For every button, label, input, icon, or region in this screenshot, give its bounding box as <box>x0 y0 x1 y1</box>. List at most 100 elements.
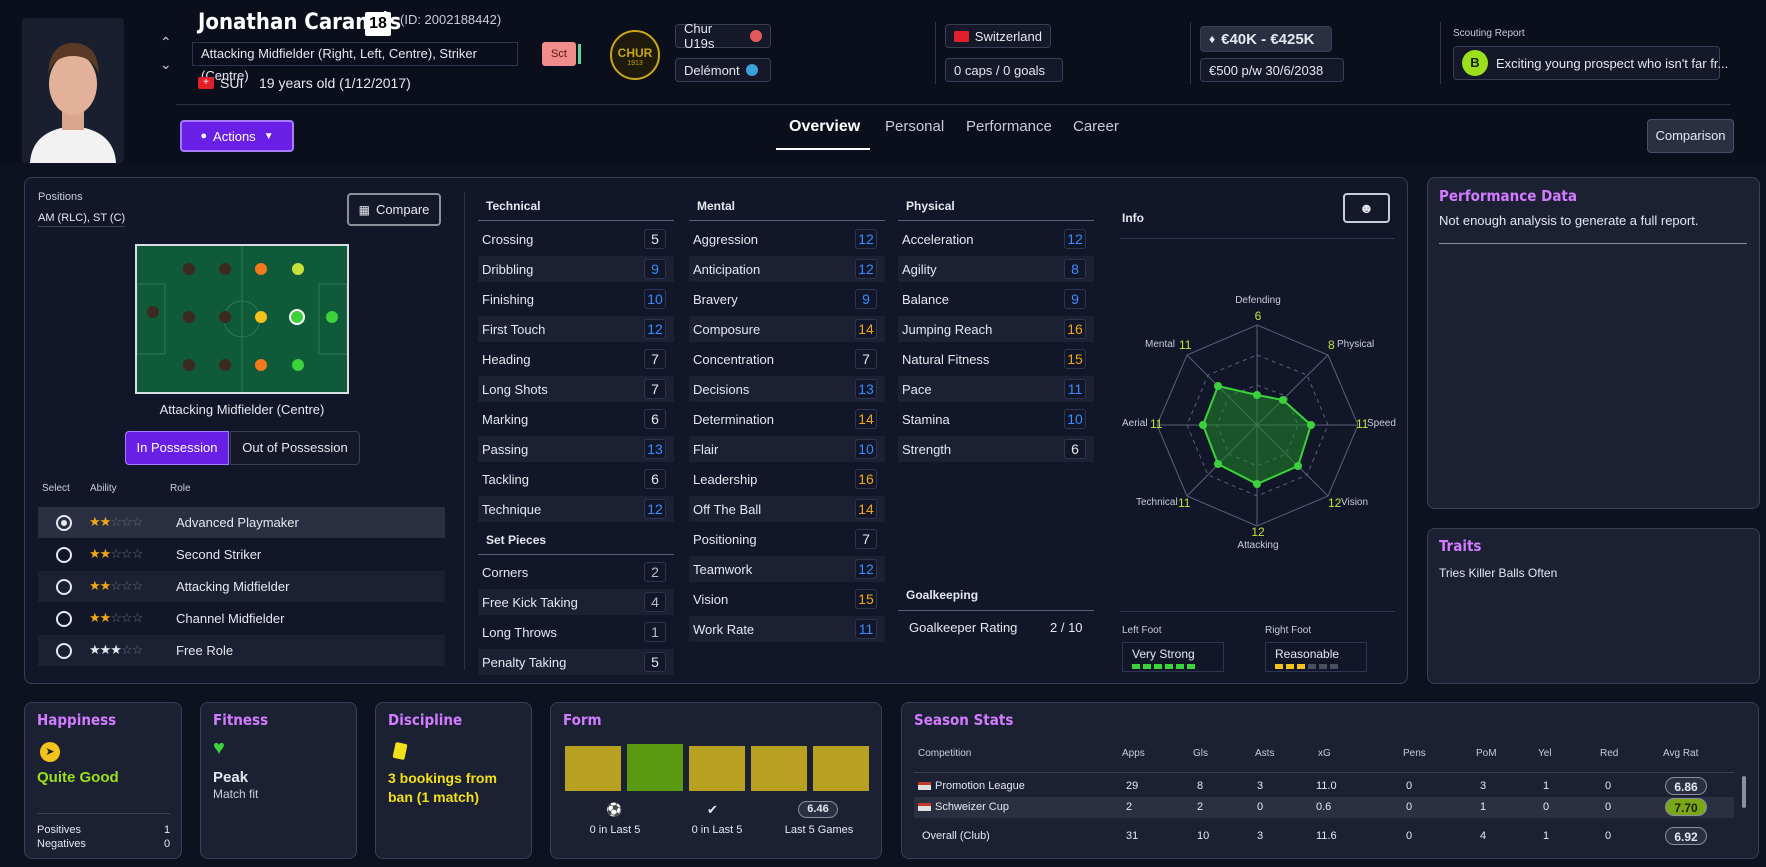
mental-attr-value: 7 <box>855 349 877 369</box>
out-possession-tab[interactable]: Out of Possession <box>230 431 360 465</box>
table-row[interactable] <box>914 797 1734 818</box>
technical-attr-row[interactable]: Marking 6 <box>478 406 674 432</box>
left-foot-label: Left Foot <box>1122 625 1162 636</box>
mental-attr-row[interactable]: Anticipation 12 <box>689 256 885 282</box>
technical-attr-row[interactable]: Tackling 6 <box>478 466 674 492</box>
tab-overview[interactable]: Overview <box>789 118 861 135</box>
role-radio[interactable] <box>56 579 72 595</box>
player-profile-button[interactable]: ☻ <box>1343 193 1390 223</box>
technical-attr-row[interactable]: Passing 13 <box>478 436 674 462</box>
setpiece-attr-row[interactable]: Penalty Taking 5 <box>478 649 674 675</box>
mental-attr-row[interactable]: Decisions 13 <box>689 376 885 402</box>
technical-attr-row[interactable]: Long Shots 7 <box>478 376 674 402</box>
value-box[interactable]: ♦ €40K - €425K <box>1200 26 1332 52</box>
role-row[interactable] <box>38 571 445 602</box>
mental-attr-row[interactable]: Teamwork 12 <box>689 556 885 582</box>
setpiece-attr-row[interactable]: Long Throws 1 <box>478 619 674 645</box>
mental-attr-row[interactable]: Aggression 12 <box>689 226 885 252</box>
physical-attr-label: Strength <box>902 441 952 457</box>
mental-title: Mental <box>697 199 736 213</box>
header-divider-2 <box>1190 22 1191 84</box>
compare-button[interactable]: ▦ Compare <box>347 193 441 226</box>
physical-attr-row[interactable]: Acceleration 12 <box>898 226 1094 252</box>
physical-attr-row[interactable]: Jumping Reach 16 <box>898 316 1094 342</box>
physical-attr-row[interactable]: Pace 11 <box>898 376 1094 402</box>
physical-attr-row[interactable]: Agility 8 <box>898 256 1094 282</box>
physical-attr-row[interactable]: Natural Fitness 15 <box>898 346 1094 372</box>
ss-header-line <box>914 772 1734 773</box>
table-cell: 0 <box>1543 801 1550 813</box>
positions-value: AM (RLC), ST (C) <box>38 212 126 227</box>
mental-attr-value: 9 <box>855 289 877 309</box>
nationality: SUI <box>220 75 244 91</box>
technical-attr-row[interactable]: First Touch 12 <box>478 316 674 342</box>
table-cell: 10 <box>1197 830 1210 842</box>
radar-value-speed: 11 <box>1356 417 1369 431</box>
scouting-report[interactable]: B Exciting young prospect who isn't far … <box>1453 46 1728 80</box>
comparison-button[interactable]: Comparison <box>1647 119 1734 153</box>
table-cell: 11.6 <box>1316 830 1337 842</box>
technical-attr-row[interactable]: Technique 12 <box>478 496 674 522</box>
form-goals: 0 in Last 5 <box>589 824 641 836</box>
role-row[interactable] <box>38 507 445 538</box>
mental-attr-row[interactable]: Concentration 7 <box>689 346 885 372</box>
positions-title: Positions <box>38 191 83 203</box>
pos-dot-amc[interactable] <box>289 309 305 325</box>
country-box[interactable]: Switzerland <box>945 24 1051 48</box>
prev-player-icon[interactable]: ⌃ <box>160 34 172 50</box>
role-radio[interactable] <box>56 515 72 531</box>
mental-attr-row[interactable]: Work Rate 11 <box>689 616 885 642</box>
mental-attr-label: Vision <box>693 591 729 607</box>
role-row[interactable] <box>38 635 445 666</box>
mental-attr-row[interactable]: Vision 15 <box>689 586 885 612</box>
mental-attr-row[interactable]: Bravery 9 <box>689 286 885 312</box>
season-stats-title: Season Stats <box>914 711 1014 729</box>
tab-personal[interactable]: Personal <box>885 118 945 135</box>
table-cell: 4 <box>1480 830 1487 842</box>
mental-attr-row[interactable]: Composure 14 <box>689 316 885 342</box>
club-main[interactable]: Chur U19s <box>675 21 771 51</box>
club-loan[interactable]: Delémont <box>675 58 771 82</box>
table-cell: 0 <box>1605 801 1612 813</box>
table-scrollbar[interactable] <box>1742 776 1746 808</box>
right-foot-bar <box>1275 664 1357 669</box>
role-radio[interactable] <box>56 611 72 627</box>
mental-attr-row[interactable]: Leadership 16 <box>689 466 885 492</box>
scout-tag[interactable]: Sct <box>542 42 576 66</box>
mental-attr-row[interactable]: Off The Ball 14 <box>689 496 885 522</box>
mental-attr-row[interactable]: Positioning 7 <box>689 526 885 552</box>
physical-attr-row[interactable]: Stamina 10 <box>898 406 1094 432</box>
setpiece-attr-row[interactable]: Corners 2 <box>478 559 674 585</box>
setpiece-attr-row[interactable]: Free Kick Taking 4 <box>478 589 674 615</box>
technical-attr-row[interactable]: Crossing 5 <box>478 226 674 252</box>
role-radio[interactable] <box>56 547 72 563</box>
mental-attr-row[interactable]: Flair 10 <box>689 436 885 462</box>
technical-attr-row[interactable]: Heading 7 <box>478 346 674 372</box>
tag-indicator <box>578 44 581 64</box>
ss-header: xG <box>1318 748 1331 759</box>
physical-attr-row[interactable]: Balance 9 <box>898 286 1094 312</box>
right-foot-value: Reasonable <box>1275 647 1340 661</box>
in-possession-tab[interactable]: In Possession <box>125 431 229 465</box>
player-age: 19 years old (1/12/2017) <box>259 75 411 91</box>
actions-button[interactable]: ● Actions ▼ <box>180 120 294 152</box>
mental-attr-label: Concentration <box>693 351 774 367</box>
tab-performance[interactable]: Performance <box>966 118 1052 135</box>
form-bar <box>751 746 807 791</box>
next-player-icon[interactable]: ⌄ <box>160 56 172 72</box>
technical-attr-row[interactable]: Dribbling 9 <box>478 256 674 282</box>
mental-attr-row[interactable]: Determination 14 <box>689 406 885 432</box>
ss-header: Asts <box>1255 748 1275 759</box>
physical-attr-row[interactable]: Strength 6 <box>898 436 1094 462</box>
physical-attr-value: 10 <box>1064 409 1086 429</box>
role-radio[interactable] <box>56 643 72 659</box>
tab-career[interactable]: Career <box>1073 118 1119 135</box>
technical-attr-value: 6 <box>644 469 666 489</box>
club-loan-label: Delémont <box>684 62 740 78</box>
technical-attr-row[interactable]: Finishing 10 <box>478 286 674 312</box>
positives-value: 1 <box>164 824 171 836</box>
right-foot-box: Reasonable <box>1265 642 1367 672</box>
club-badge-text: CHUR <box>617 46 653 60</box>
pitch <box>135 244 349 394</box>
goalkeeping-title: Goalkeeping <box>906 588 979 602</box>
